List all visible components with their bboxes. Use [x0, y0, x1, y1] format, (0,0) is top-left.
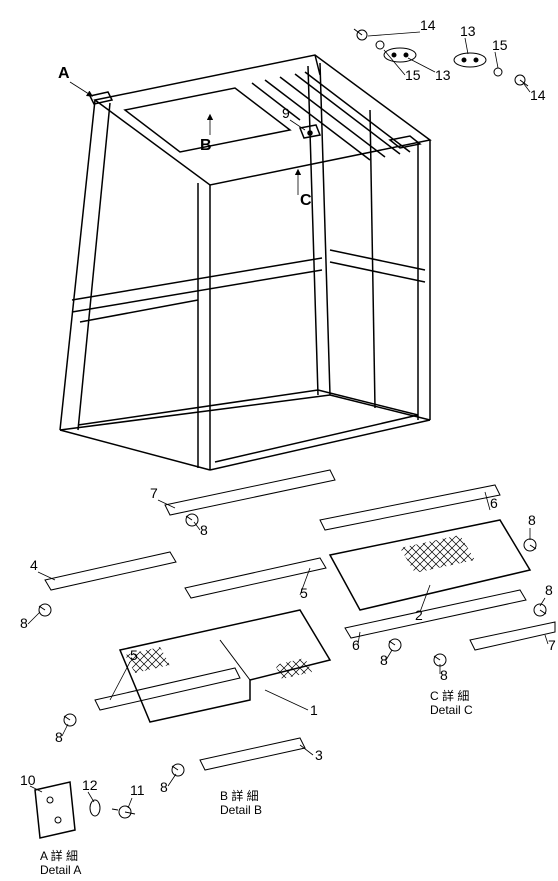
detail-A-label: A 詳 細 Detail A [40, 848, 81, 877]
detail-B-label: B 詳 細 Detail B [220, 788, 262, 817]
svg-text:14: 14 [420, 17, 436, 33]
label-A: A [58, 65, 92, 96]
label-C: C [298, 170, 312, 209]
svg-text:Detail A: Detail A [40, 863, 81, 877]
svg-text:4: 4 [30, 557, 38, 573]
svg-text:8: 8 [20, 615, 28, 631]
svg-text:Detail C: Detail C [430, 703, 473, 717]
label-C-text: C [300, 192, 312, 209]
callouts-A: 10 12 11 [20, 772, 145, 808]
diagram-root: A B C 9 14 [0, 0, 558, 881]
cab-frame [60, 55, 430, 470]
svg-text:13: 13 [460, 23, 476, 39]
svg-text:C 詳 細: C 詳 細 [430, 688, 469, 703]
svg-text:6: 6 [490, 495, 498, 511]
svg-text:14: 14 [530, 87, 546, 103]
svg-text:3: 3 [315, 747, 323, 763]
detail-C-label: C 詳 細 Detail C [430, 688, 473, 717]
label-B-text: B [200, 137, 212, 154]
svg-text:11: 11 [130, 782, 145, 798]
svg-text:10: 10 [20, 772, 36, 788]
svg-text:8: 8 [160, 779, 168, 795]
svg-text:7: 7 [150, 485, 158, 501]
svg-text:2: 2 [415, 607, 423, 623]
label-B: B [200, 115, 212, 154]
svg-text:8: 8 [200, 522, 208, 538]
svg-text:A 詳 細: A 詳 細 [40, 848, 78, 863]
svg-text:8: 8 [440, 667, 448, 683]
svg-text:B 詳 細: B 詳 細 [220, 788, 259, 803]
detail-B [39, 470, 335, 776]
svg-text:Detail B: Detail B [220, 803, 262, 817]
svg-text:15: 15 [492, 37, 508, 53]
svg-text:5: 5 [130, 647, 138, 663]
svg-text:8: 8 [528, 512, 536, 528]
label-A-text: A [58, 65, 70, 82]
svg-text:13: 13 [435, 67, 451, 83]
svg-text:7: 7 [548, 637, 556, 653]
svg-text:1: 1 [310, 702, 318, 718]
callouts-B: 1 4 5 5 3 7 8 8 8 8 [20, 485, 323, 795]
svg-text:15: 15 [405, 67, 421, 83]
svg-text:8: 8 [545, 582, 553, 598]
callouts-top: 14 15 13 13 15 14 [368, 17, 546, 103]
svg-text:8: 8 [55, 729, 63, 745]
svg-text:8: 8 [380, 652, 388, 668]
svg-text:5: 5 [300, 585, 308, 601]
svg-text:9: 9 [282, 105, 290, 121]
svg-text:12: 12 [82, 777, 98, 793]
